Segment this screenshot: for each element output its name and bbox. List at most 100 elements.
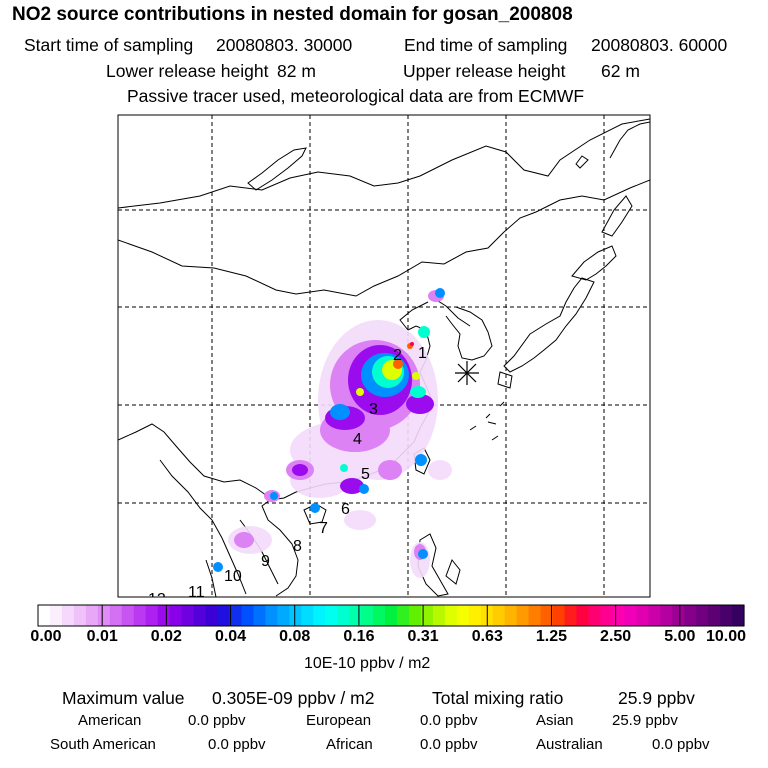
colorbar-tick-label: 1.25 (535, 628, 568, 645)
colorbar-cell (708, 605, 721, 626)
source-label-1: 1 (418, 345, 427, 362)
colorbar-tick-label: 0.16 (343, 628, 375, 645)
colorbar-cell (468, 605, 482, 626)
colorbar-cell (720, 605, 733, 626)
colorbar-cell (540, 605, 554, 626)
colorbar-cell (636, 605, 649, 626)
region-african-name: African (326, 736, 373, 753)
source-label-11: 11 (188, 584, 205, 601)
colorbar-cell (157, 605, 171, 626)
end-time-label: End time of sampling (404, 35, 568, 55)
upper-release-value: 62 m (601, 61, 640, 81)
source-label-9: 9 (261, 553, 270, 570)
region-american-name: American (78, 712, 142, 729)
colorbar-cell (169, 605, 183, 626)
colorbar-cell (265, 605, 278, 626)
region-south-american-value: 0.0 ppbv (208, 736, 266, 753)
colorbar-cell (684, 605, 697, 626)
source-label-6: 6 (341, 501, 350, 518)
colorbar-cell (516, 605, 530, 626)
colorbar-cell (432, 605, 446, 626)
colorbar-cell (361, 605, 374, 626)
colorbar-tick-label: 5.00 (664, 628, 696, 645)
region-american-value: 0.0 ppbv (188, 712, 246, 729)
tracer-note: Passive tracer used, meteorological data… (127, 86, 585, 106)
lower-release-value: 82 m (277, 61, 316, 81)
colorbar-cell (396, 605, 410, 626)
colorbar-cell (408, 605, 422, 626)
region-european-name: European (306, 712, 372, 729)
colorbar-cell (301, 605, 314, 626)
colorbar-cell (277, 605, 290, 626)
source-label-3: 3 (369, 401, 378, 418)
colorbar-cell (121, 605, 135, 626)
colorbar-tick-label: 0.01 (86, 628, 118, 645)
region-asian-name: Asian (536, 712, 574, 729)
colorbar-cell (253, 605, 266, 626)
colorbar-cell (576, 605, 590, 626)
colorbar-cell (373, 605, 386, 626)
colorbar-tick-label: 0.02 (150, 628, 182, 645)
receptor-asterisk-marker (455, 361, 479, 385)
colorbar-tick-label: 2.50 (600, 628, 632, 645)
colorbar-cell (205, 605, 219, 626)
colorbar-cell (648, 605, 661, 626)
lower-release-label: Lower release height (106, 61, 269, 81)
colorbar-cell (313, 605, 326, 626)
colorbar-cell (337, 605, 350, 626)
colorbar-cell (49, 605, 63, 626)
concentration-plume (213, 288, 452, 578)
source-label-4: 4 (353, 431, 362, 448)
region-south-american-name: South American (50, 736, 156, 753)
region-asian-value: 25.9 ppbv (612, 712, 678, 729)
colorbar-cell (38, 605, 51, 626)
colorbar-cell (528, 605, 542, 626)
colorbar-cell (672, 605, 685, 626)
colorbar-tick-label: 0.63 (471, 628, 503, 645)
colorbar-cell (85, 605, 99, 626)
colorbar-cell (504, 605, 518, 626)
colorbar-cell (325, 605, 338, 626)
colorbar-tick-label: 0.31 (407, 628, 439, 645)
colorbar-cell (289, 605, 302, 626)
upper-release-label: Upper release height (403, 61, 566, 81)
end-time-value: 20080803. 60000 (591, 35, 728, 55)
colorbar-cell (217, 605, 231, 626)
colorbar-cell (241, 605, 254, 626)
colorbar-cell (564, 605, 578, 626)
colorbar-tick-label: 0.08 (279, 628, 311, 645)
colorbar-cell (181, 605, 195, 626)
total-mixing-label: Total mixing ratio (432, 688, 564, 708)
region-australian-name: Australian (536, 736, 603, 753)
source-labels: 1 2 3 4 5 6 7 8 9 10 11 12 (148, 345, 427, 608)
colorbar-cell (600, 605, 613, 626)
region-european-value: 0.0 ppbv (420, 712, 478, 729)
colorbar-tick-label: 0.04 (214, 628, 247, 645)
colorbar-cell (229, 605, 243, 626)
source-label-7: 7 (319, 520, 328, 537)
region-african-value: 0.0 ppbv (420, 736, 478, 753)
colorbar-cell (552, 605, 566, 626)
plot-title: NO2 source contributions in nested domai… (12, 4, 573, 25)
colorbar-cell (732, 605, 745, 626)
source-label-8: 8 (293, 538, 302, 555)
colorbar-tick-label: 10.00 (705, 628, 747, 645)
colorbar-cell (61, 605, 75, 626)
colorbar-tick-label: 0.00 (30, 628, 62, 645)
colorbar-cell (133, 605, 147, 626)
colorbar-cell (492, 605, 506, 626)
colorbar-cell (696, 605, 709, 626)
max-value: 0.305E-09 ppbv / m2 (212, 688, 375, 708)
colorbar-cell (145, 605, 159, 626)
source-label-2: 2 (393, 347, 402, 364)
colorbar-cell (444, 605, 458, 626)
colorbar-cell (660, 605, 673, 626)
colorbar-cell (109, 605, 123, 626)
colorbar-cell (73, 605, 87, 626)
start-time-value: 20080803. 30000 (216, 35, 353, 55)
region-australian-value: 0.0 ppbv (652, 736, 710, 753)
max-value-label: Maximum value (62, 688, 185, 708)
source-label-12: 12 (148, 591, 166, 608)
